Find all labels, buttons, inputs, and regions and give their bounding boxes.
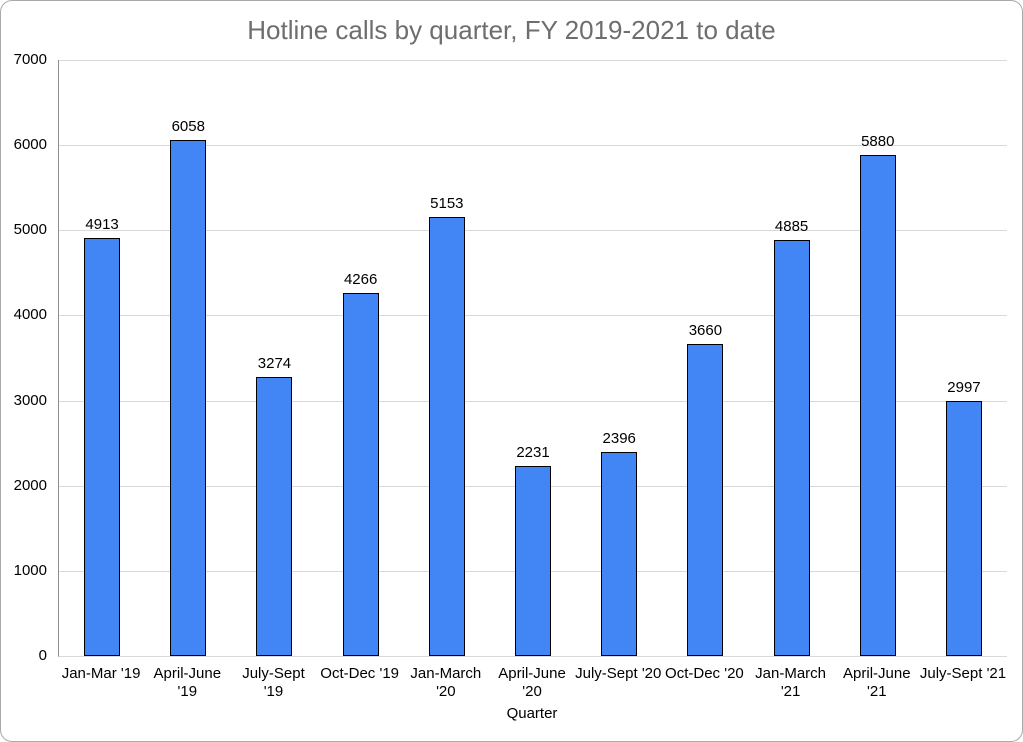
y-tick-label: 3000 — [13, 391, 47, 409]
bar — [687, 344, 724, 656]
bar — [342, 292, 379, 656]
bar-value-label: 3660 — [688, 322, 723, 340]
bar-slot: 6058 — [145, 60, 231, 656]
bar — [859, 155, 896, 656]
bar-slot: 4885 — [749, 60, 835, 656]
bar-value-label: 2231 — [516, 444, 550, 462]
bar-value-label: 4266 — [343, 270, 378, 288]
x-tick-label: Jan-March '20 — [410, 665, 482, 700]
x-tick-label: Oct-Dec '20 — [665, 665, 744, 682]
bar — [428, 217, 465, 656]
y-tick-label: 1000 — [13, 561, 47, 579]
gridline — [59, 400, 1007, 402]
bar-value-label: 6058 — [171, 118, 205, 136]
bar — [256, 377, 293, 656]
chart-title: Hotline calls by quarter, FY 2019-2021 t… — [247, 15, 776, 45]
y-axis-labels: 0 1000 2000 3000 4000 5000 6000 7000 — [1, 51, 47, 664]
x-axis-labels: Jan-Mar '19 April-June '19 July-Sept '19 Oct-… — [58, 665, 1006, 701]
bar-slot: 4266 — [318, 60, 404, 656]
y-tick-label: 2000 — [13, 476, 47, 494]
bars-container: 4913 6058 3274 4266 5153 2231 2396 3660 4885 5880… — [59, 60, 1007, 656]
bar-value-label: 5880 — [861, 133, 895, 151]
bar — [515, 466, 552, 656]
x-tick-label: July-Sept '20 — [575, 665, 662, 682]
bar-value-label: 3274 — [257, 355, 292, 373]
x-tick-label: July-Sept '19 — [242, 665, 305, 700]
y-tick-label: 7000 — [13, 51, 47, 68]
bar-slot: 5153 — [404, 60, 490, 656]
bar-value-label: 2997 — [947, 378, 981, 396]
bar-slot: 2396 — [576, 60, 662, 656]
x-axis-title: Quarter — [506, 705, 558, 722]
x-tick-label: April-June '20 — [498, 665, 566, 700]
x-tick-label: April-June '19 — [153, 665, 222, 700]
bar-slot: 3274 — [231, 60, 317, 656]
bar-slot: 2997 — [921, 60, 1007, 656]
bar-value-label: 2396 — [602, 430, 636, 447]
x-tick-label: Oct-Dec '19 — [320, 665, 400, 682]
x-tick-label: Jan-Mar '19 — [61, 665, 141, 682]
gridline — [59, 230, 1007, 232]
bar-slot: 3660 — [662, 60, 748, 656]
gridline — [59, 315, 1007, 317]
bar-slot: 5880 — [835, 60, 921, 656]
bar-value-label: 4885 — [774, 218, 809, 236]
plot-area: 4913 6058 3274 4266 5153 2231 2396 3660 4885 5880… — [58, 60, 1007, 657]
bar-value-label: 4913 — [85, 215, 119, 233]
bar — [170, 140, 207, 656]
x-tick-label: April-June '21 — [843, 665, 911, 700]
bar-value-label: 5153 — [430, 195, 464, 213]
gridline — [59, 60, 1007, 61]
bar — [84, 237, 121, 656]
gridline — [59, 145, 1007, 147]
bar — [773, 240, 810, 656]
y-tick-label: 5000 — [13, 221, 47, 239]
bar — [945, 400, 982, 656]
y-tick-label: 6000 — [13, 136, 47, 154]
bar — [601, 452, 638, 656]
bar-slot: 4913 — [59, 60, 145, 656]
y-tick-label: 0 — [38, 647, 47, 664]
bar-slot: 2231 — [490, 60, 576, 656]
x-tick-label: Jan-March '21 — [755, 665, 827, 700]
x-tick-label: July-Sept '21 — [919, 665, 1007, 682]
y-tick-label: 4000 — [13, 306, 47, 324]
